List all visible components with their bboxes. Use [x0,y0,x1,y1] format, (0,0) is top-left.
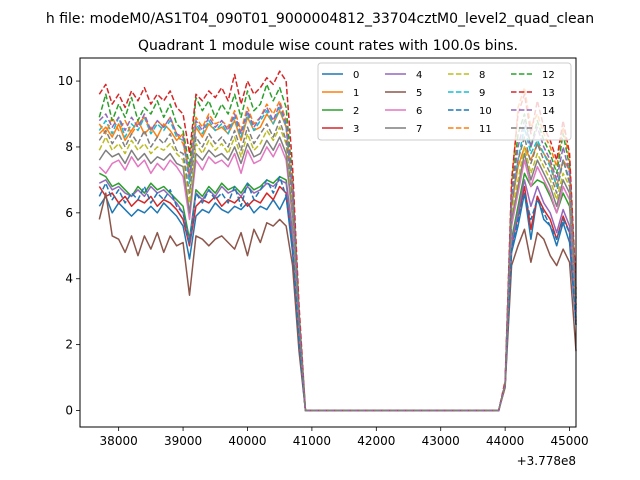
series-line-13 [98,70,577,412]
series-line-3 [98,185,577,412]
legend-label: 8 [479,70,485,81]
legend-label: 5 [416,88,422,99]
x-tick-label: 41000 [293,434,331,448]
series-line-4 [98,179,577,412]
legend-label: 11 [479,124,492,135]
legend-label: 7 [416,124,422,135]
legend-label: 6 [416,106,422,117]
x-tick-label: 40000 [228,434,266,448]
series-line-2 [98,172,577,412]
axes-frame [79,57,577,428]
legend-label: 3 [353,124,359,135]
y-tick-label: 8 [65,140,73,154]
y-tick-label: 2 [65,338,73,352]
legend-label: 14 [542,106,555,117]
legend-label: 4 [416,70,422,81]
legend-label: 0 [353,70,359,81]
y-tick-label: 10 [58,74,73,88]
legend-label: 10 [479,106,492,117]
x-offset-label: +3.778e8 [517,454,576,468]
chart-title: Quadrant 1 module wise count rates with … [138,38,518,54]
y-tick-label: 6 [65,206,73,220]
series-layer [98,70,577,412]
y-tick-label: 4 [65,272,73,286]
x-tick-label: 38000 [100,434,138,448]
legend-label: 12 [542,70,555,81]
legend-label: 9 [479,88,485,99]
x-tick-label: 45000 [550,434,588,448]
legend-label: 1 [353,88,359,99]
x-tick-label: 44000 [486,434,524,448]
y-tick-label: 0 [65,404,73,418]
series-line-9 [98,106,577,412]
legend-box [317,62,572,141]
legend-label: 15 [542,124,555,135]
series-line-8 [98,126,577,412]
x-tick-label: 42000 [357,434,395,448]
y-axis: 0 2 4 6 8 10 [58,74,80,418]
series-line-10 [98,175,577,412]
x-axis: 38000 39000 40000 41000 42000 43000 44000 45000 [100,427,589,448]
x-tick-label: 43000 [422,434,460,448]
series-line-7 [98,136,577,412]
legend-label: 13 [542,88,555,99]
legend-label: 2 [353,106,359,117]
x-tick-label: 39000 [164,434,202,448]
suptitle: h file: modeM0/AS1T04_090T01_9000004812_… [46,11,594,27]
series-line-6 [98,142,577,412]
series-line-14 [98,103,577,412]
series-line-15 [98,119,577,412]
